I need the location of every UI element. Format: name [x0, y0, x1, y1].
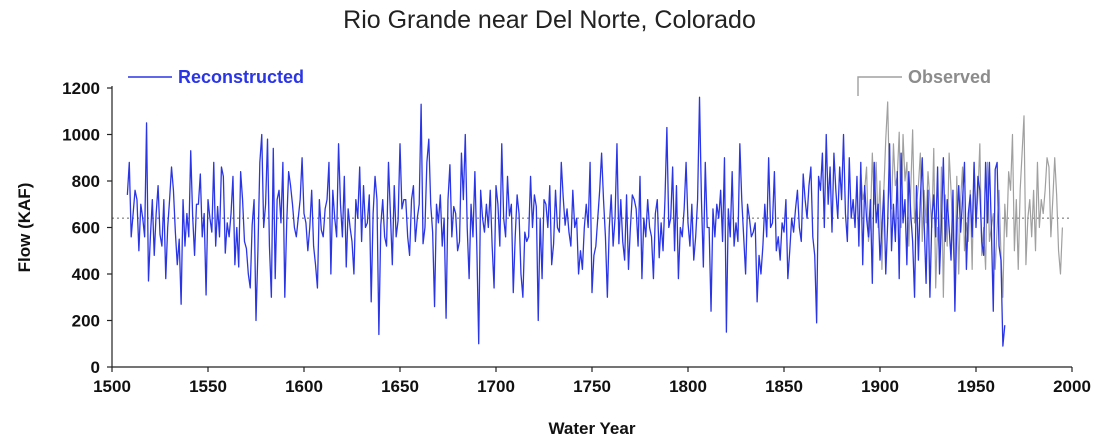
x-tick-label: 1700 — [477, 377, 515, 396]
y-tick-label: 800 — [72, 172, 100, 191]
x-tick-label: 1500 — [93, 377, 131, 396]
x-axis-label: Water Year — [549, 419, 636, 438]
y-tick-label: 400 — [72, 265, 100, 284]
y-tick-label: 200 — [72, 312, 100, 331]
legend-label-reconstructed: Reconstructed — [178, 67, 304, 87]
y-tick-label: 1000 — [62, 126, 100, 145]
x-tick-label: 2000 — [1053, 377, 1091, 396]
x-tick-label: 1650 — [381, 377, 419, 396]
x-tick-label: 1750 — [573, 377, 611, 396]
y-axis-label: Flow (KAF) — [15, 183, 34, 273]
y-tick-label: 1200 — [62, 79, 100, 98]
legend-swatch-observed — [857, 76, 902, 96]
x-tick-label: 1850 — [765, 377, 803, 396]
x-tick-label: 1550 — [189, 377, 227, 396]
y-tick-label: 0 — [91, 358, 100, 377]
series-line-observed — [860, 101, 1063, 298]
x-tick-label: 1950 — [957, 377, 995, 396]
x-tick-label: 1600 — [285, 377, 323, 396]
series-layer — [126, 96, 1063, 347]
y-tick-label: 600 — [72, 219, 100, 238]
axes-layer: 0 200 400 600 800 1000 1200 1500 1550 1600 1650 170… — [15, 79, 1091, 438]
x-tick-label: 1900 — [861, 377, 899, 396]
legend-label-observed: Observed — [908, 67, 991, 87]
x-tick-label: 1800 — [669, 377, 707, 396]
series-line-reconstructed — [126, 96, 1006, 347]
chart-title: Rio Grande near Del Norte, Colorado — [343, 6, 756, 34]
legend-layer: Reconstructed Observed — [128, 67, 991, 96]
